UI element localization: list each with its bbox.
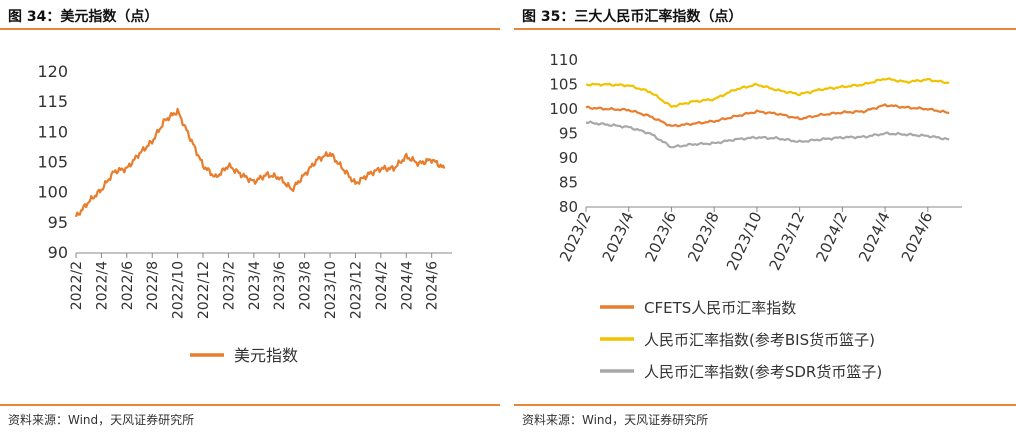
- y-tick-label: 110: [549, 51, 578, 69]
- y-tick-label: 95: [559, 125, 578, 143]
- y-tick-label: 80: [559, 198, 578, 216]
- top-rule: [0, 28, 500, 30]
- y-tick-label: 110: [37, 122, 68, 141]
- x-tick-label: 2024/6: [425, 261, 441, 310]
- x-tick-label: 2024/2: [374, 261, 390, 310]
- x-tick-label: 2023/12: [348, 261, 364, 319]
- x-tick-label: 2022/4: [94, 261, 110, 310]
- x-tick-label: 2022/12: [196, 261, 212, 319]
- x-tick-label: 2023/6: [272, 261, 288, 310]
- y-tick-label: 105: [37, 153, 68, 172]
- y-tick-label: 100: [37, 183, 68, 202]
- y-tick-label: 120: [37, 62, 68, 81]
- y-tick-label: 85: [559, 174, 578, 192]
- x-tick-label: 2022/2: [69, 261, 85, 310]
- y-tick-label: 95: [48, 213, 68, 232]
- x-tick-label: 2023/6: [641, 209, 680, 264]
- figure-34-title: 图 34：美元指数（点）: [8, 9, 159, 25]
- x-tick-label: 2024/4: [855, 209, 894, 264]
- y-tick-label: 90: [559, 149, 578, 167]
- x-tick-label: 2023/12: [766, 209, 809, 273]
- x-tick-label: 2023/8: [684, 209, 723, 264]
- series-line-1: [585, 77, 950, 108]
- figure-34-source: 资料来源：Wind，天风证券研究所: [8, 413, 195, 427]
- y-tick-label: 115: [37, 92, 68, 111]
- legend-label: 人民币汇率指数(参考SDR货币篮子): [644, 363, 882, 381]
- series-line-2: [585, 120, 950, 149]
- series-line-0: [74, 107, 446, 218]
- x-tick-label: 2022/10: [171, 261, 187, 319]
- bottom-rule: [514, 404, 1016, 406]
- x-tick-label: 2023/2: [221, 261, 237, 310]
- x-tick-label: 2023/10: [323, 261, 339, 319]
- series-line-0: [585, 103, 950, 128]
- legend-label: 美元指数: [234, 346, 298, 365]
- x-tick-label: 2022/6: [120, 261, 136, 310]
- x-tick-label: 2023/4: [599, 209, 638, 264]
- x-tick-label: 2024/6: [898, 209, 937, 264]
- legend-label: CFETS人民币汇率指数: [644, 299, 796, 317]
- top-rule: [514, 28, 1016, 30]
- x-tick-label: 2023/4: [247, 261, 263, 310]
- figure-35-source: 资料来源：Wind，天风证券研究所: [522, 413, 709, 427]
- x-tick-label: 2022/8: [145, 261, 161, 310]
- x-tick-label: 2023/8: [298, 261, 314, 310]
- x-tick-label: 2023/2: [556, 209, 595, 264]
- x-tick-label: 2024/2: [812, 209, 851, 264]
- legend-label: 人民币汇率指数(参考BIS货币篮子): [644, 331, 875, 349]
- y-tick-label: 105: [549, 76, 578, 94]
- x-tick-label: 2024/4: [399, 261, 415, 310]
- bottom-rule: [0, 404, 500, 406]
- figure-35-title: 图 35：三大人民币汇率指数（点）: [522, 9, 743, 25]
- y-tick-label: 90: [48, 243, 68, 262]
- x-tick-label: 2023/10: [723, 209, 766, 273]
- figure-35-panel: 图 35：三大人民币汇率指数（点） 110 105 100 95 90 85 80 2023/…: [514, 0, 1016, 434]
- figure-34-panel: 图 34：美元指数（点） 120 115 110 105 100 95 90 2022/2 20…: [0, 0, 500, 434]
- y-tick-label: 100: [549, 100, 578, 118]
